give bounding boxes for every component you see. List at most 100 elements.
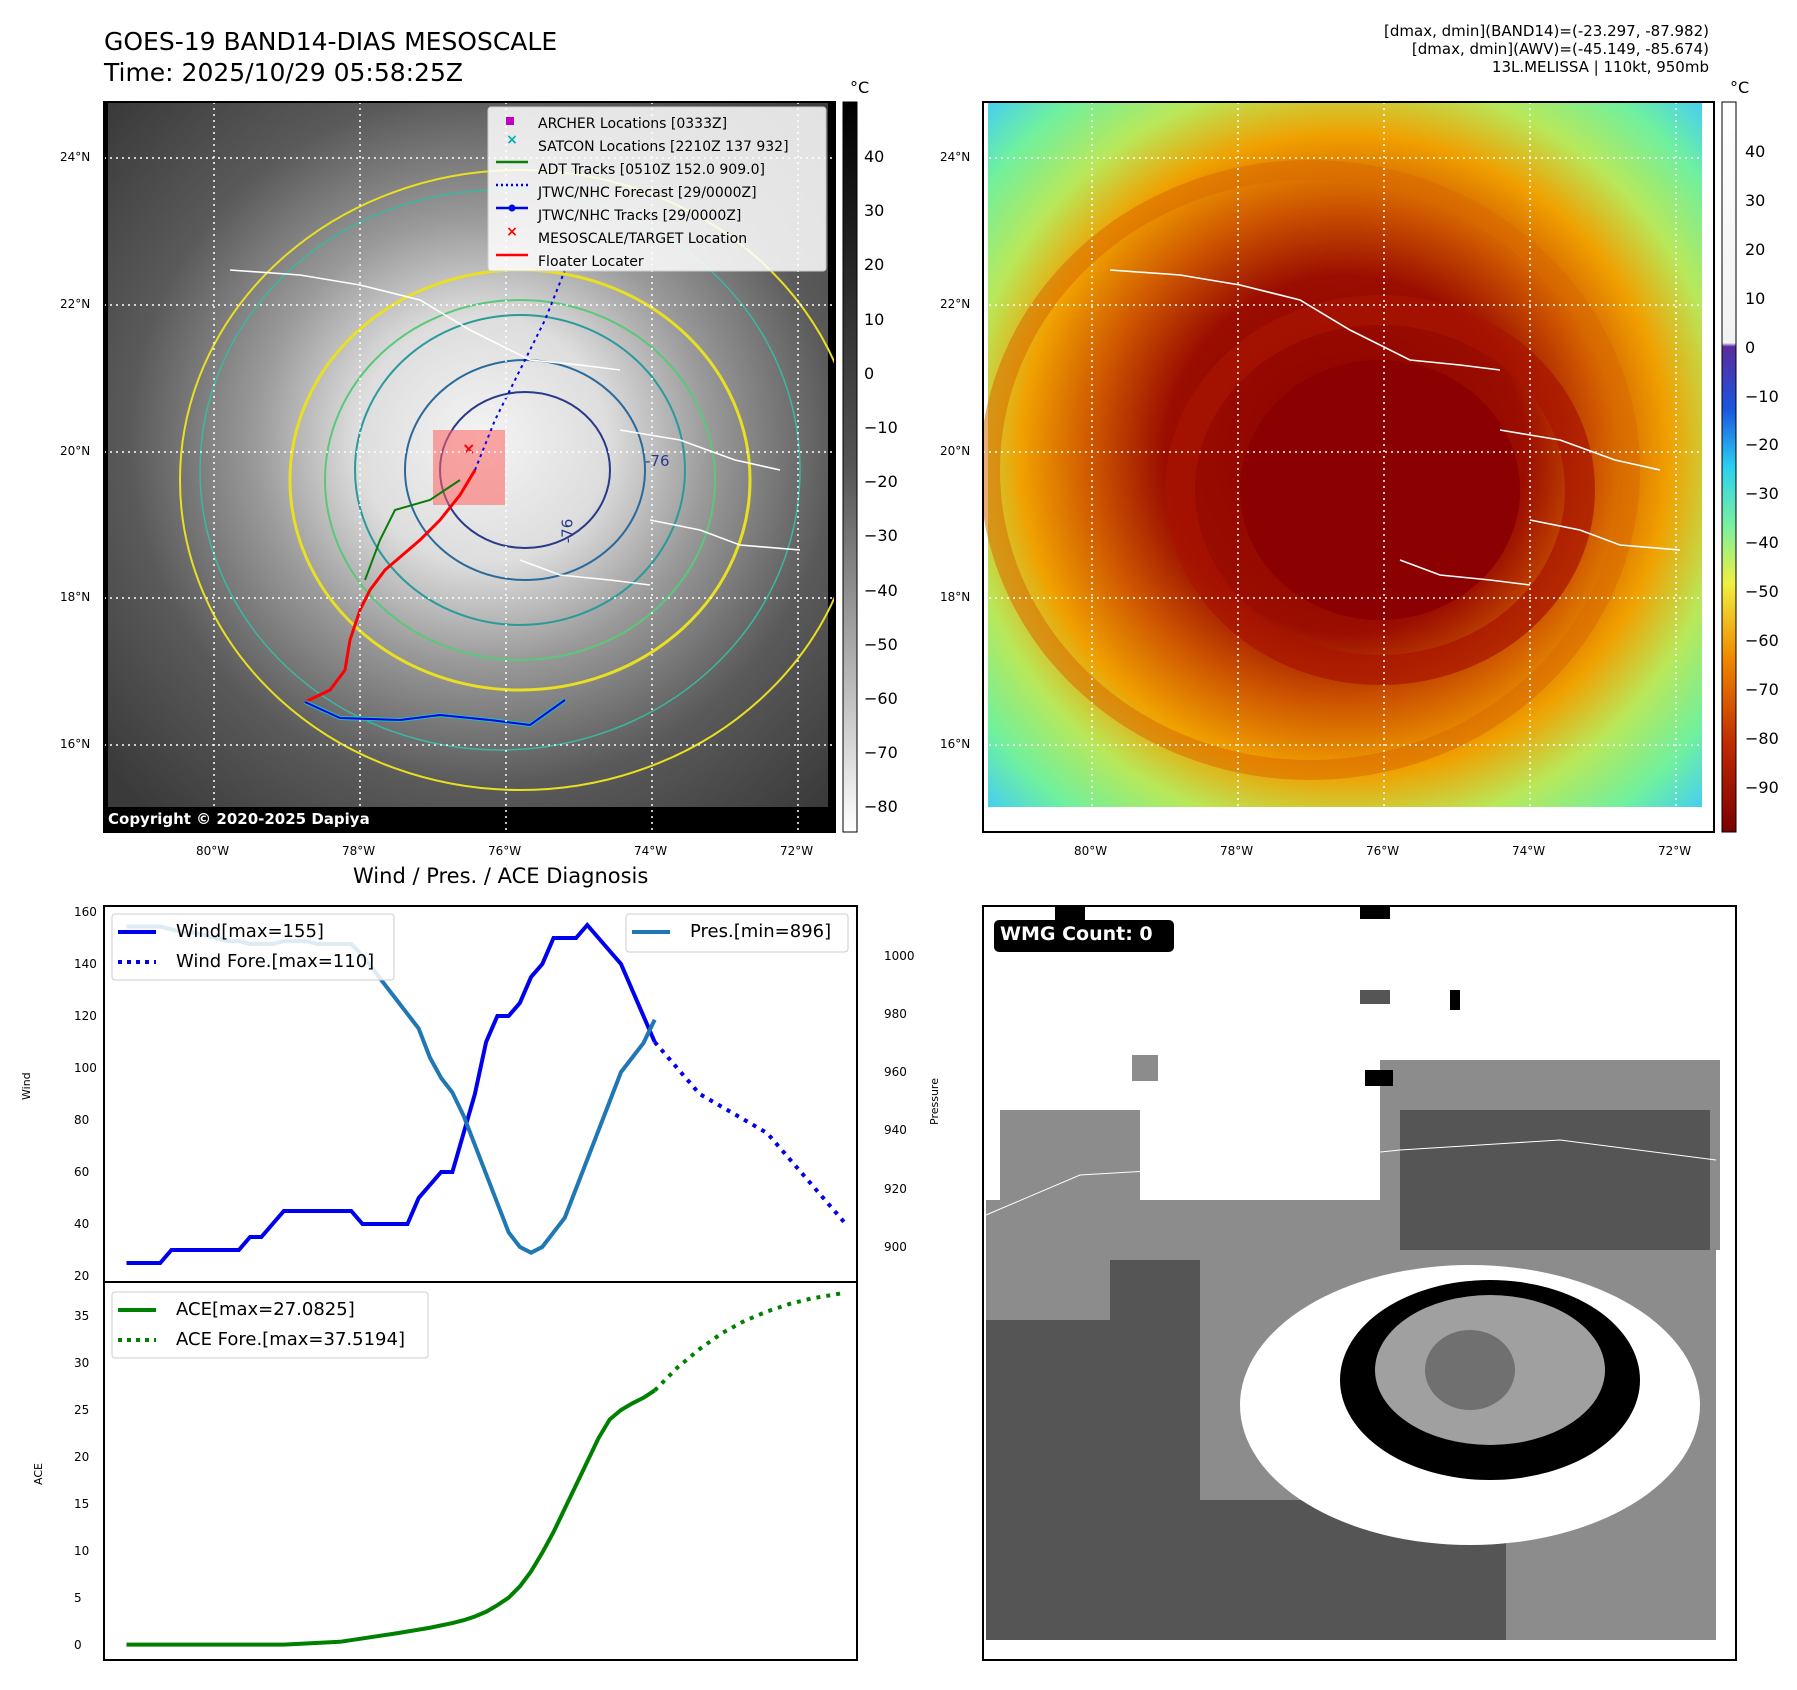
color-colorbar-tick-6: −20 (1745, 435, 1779, 455)
legend-satcon: SATCON Locations [2210Z 137 932] (538, 139, 789, 155)
color-colorbar-tick-10: −60 (1745, 631, 1779, 650)
wind-tick-4: 80 (74, 1113, 90, 1127)
legend-adt: ADT Tracks [0510Z 152.0 909.0] (538, 162, 765, 178)
wmg-image (985, 905, 1720, 1640)
lat-label-22: 22°N (60, 297, 91, 311)
color-colorbar-tick-4: 0 (1745, 337, 1756, 357)
lon-label-80: 80°W (196, 844, 230, 858)
lon-label-right-78: 78°W (1220, 844, 1254, 858)
lat-label-20: 20°N (60, 444, 91, 458)
wind-tick-6: 40 (74, 1217, 90, 1231)
gray-colorbar-tick-3: 10 (864, 309, 885, 329)
legend-mesoscale-target: MESOSCALE/TARGET Location (538, 231, 748, 247)
color-colorbar-tick-13: −90 (1745, 777, 1779, 797)
target-x-icon: × (506, 224, 518, 240)
color-colorbar (1721, 101, 1737, 833)
pressure-tick-5: 900 (884, 1239, 907, 1254)
ace-tick-3: 20 (74, 1449, 90, 1464)
ace-tick-6: 5 (74, 1590, 82, 1605)
pressure-tick-3: 940 (884, 1123, 907, 1138)
pressure-legend (625, 913, 849, 953)
gray-colorbar-tick-7: −30 (864, 526, 898, 546)
lon-label-right-80: 80°W (1074, 844, 1108, 858)
lon-label-78: 78°W (342, 844, 376, 858)
legend-jtwc-forecast: JTWC/NHC Forecast [29/0000Z] (538, 185, 757, 201)
ace-series-line (126, 1388, 656, 1647)
ace-tick-4: 15 (74, 1496, 90, 1511)
color-colorbar-tick-3: 10 (1745, 288, 1766, 308)
ir-color-image (983, 102, 1714, 832)
floater-box (433, 430, 505, 505)
wind-forecast-series-line (653, 1040, 848, 1226)
diagnosis-title: Wind / Pres. / ACE Diagnosis (353, 864, 649, 888)
ace-tick-2: 25 (74, 1403, 90, 1417)
wind-tick-0: 160 (74, 905, 97, 919)
map-legend: × × (487, 106, 827, 272)
gray-colorbar-tick-11: −70 (864, 743, 898, 763)
awv-stats: [dmax, dmin](AWV)=(-45.149, -85.674) (1411, 40, 1709, 58)
lon-label-72: 72°W (780, 844, 814, 858)
lat-label-18: 18°N (60, 590, 91, 604)
gray-colorbar-tick-9: −50 (864, 634, 898, 654)
ace-tick-5: 10 (74, 1543, 90, 1558)
wind-axis-label: Wind (20, 1072, 33, 1100)
lat-label-24: 24°N (60, 150, 91, 164)
gray-colorbar-tick-10: −60 (864, 689, 898, 708)
ace-fore-legend-label: ACE Fore.[max=37.5194] (176, 1329, 405, 1350)
ace-legend (111, 1291, 429, 1359)
contour-label-1: -76 (645, 452, 670, 470)
wind-series-line (126, 921, 657, 1265)
color-colorbar-unit: °C (1730, 78, 1750, 97)
ir-coastlines (229, 269, 801, 586)
lat-label-right-18: 18°N (940, 590, 971, 604)
archer-marker-icon (506, 117, 514, 125)
target-marker: × (462, 439, 475, 458)
wmg-count-box (994, 920, 1174, 952)
color-colorbar-tick-9: −50 (1745, 582, 1779, 602)
wind-pressure-axes (103, 905, 858, 1283)
floater-track (304, 469, 477, 704)
gray-colorbar-tick-4: 0 (864, 363, 875, 383)
wind-tick-1: 140 (74, 957, 97, 971)
wind-tick-2: 120 (74, 1009, 97, 1023)
jtwc-track (304, 699, 566, 727)
ace-plot (126, 1290, 847, 1647)
gray-colorbar-tick-5: −10 (864, 418, 898, 437)
color-colorbar-tick-7: −30 (1745, 484, 1779, 504)
lat-label-right-24: 24°N (940, 150, 971, 164)
gray-colorbar-unit: °C (850, 78, 870, 97)
lon-label-right-72: 72°W (1658, 844, 1692, 858)
wind-tick-5: 60 (74, 1165, 90, 1179)
title-line-1: GOES-19 BAND14-DIAS MESOSCALE (104, 27, 558, 56)
legend-floater: Floater Locater (538, 254, 644, 270)
contour-label-2: -76 (558, 518, 577, 544)
gray-colorbar-tick-1: 30 (864, 201, 885, 221)
figure-title: GOES-19 BAND14-DIAS MESOSCALE Time: 2025… (104, 26, 557, 88)
color-colorbar-tick-8: −40 (1745, 533, 1779, 553)
lat-label-right-22: 22°N (940, 297, 971, 311)
gray-colorbar-tick-6: −20 (864, 472, 898, 492)
lat-label-right-16: 16°N (940, 737, 971, 751)
ace-legend-label: ACE[max=27.0825] (176, 1299, 355, 1320)
grayscale-colorbar (842, 101, 858, 833)
pressure-tick-4: 920 (884, 1181, 907, 1196)
wind-legend (111, 913, 395, 981)
gray-colorbar-tick-12: −80 (864, 797, 898, 817)
lon-label-76: 76°W (488, 844, 522, 858)
wind-tick-3: 100 (74, 1061, 97, 1075)
color-colorbar-tick-12: −80 (1745, 728, 1779, 748)
lon-label-right-76: 76°W (1366, 844, 1400, 858)
ace-tick-7: 0 (74, 1637, 82, 1652)
copyright-box (104, 808, 414, 830)
gray-colorbar-tick-0: 40 (864, 147, 885, 166)
ace-axis-label: ACE (32, 1463, 45, 1485)
gray-colorbar-tick-8: −40 (864, 580, 898, 600)
stats-info: [dmax, dmin](BAND14)=(-23.297, -87.982) … (1109, 22, 1709, 76)
color-colorbar-tick-2: 20 (1745, 239, 1766, 259)
color-colorbar-tick-0: 40 (1745, 142, 1766, 161)
pres-legend-label: Pres.[min=896] (690, 921, 832, 942)
jtwc-forecast-track (474, 269, 566, 471)
lat-label-right-20: 20°N (940, 444, 971, 458)
ace-tick-0: 35 (74, 1309, 90, 1324)
